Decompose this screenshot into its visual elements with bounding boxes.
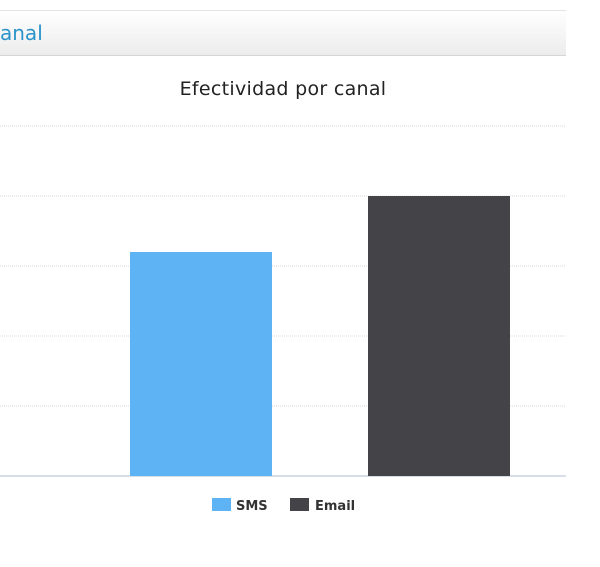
legend-swatch-email	[290, 498, 309, 511]
panel-header: anal	[0, 10, 566, 56]
legend-swatch-sms	[212, 498, 231, 511]
panel-title: anal	[0, 21, 43, 45]
bar-sms	[130, 252, 272, 476]
chart-title: Efectividad por canal	[179, 78, 387, 100]
bar-email	[368, 196, 510, 476]
legend-label-sms: SMS	[236, 499, 268, 514]
legend-label-email: Email	[315, 499, 355, 514]
